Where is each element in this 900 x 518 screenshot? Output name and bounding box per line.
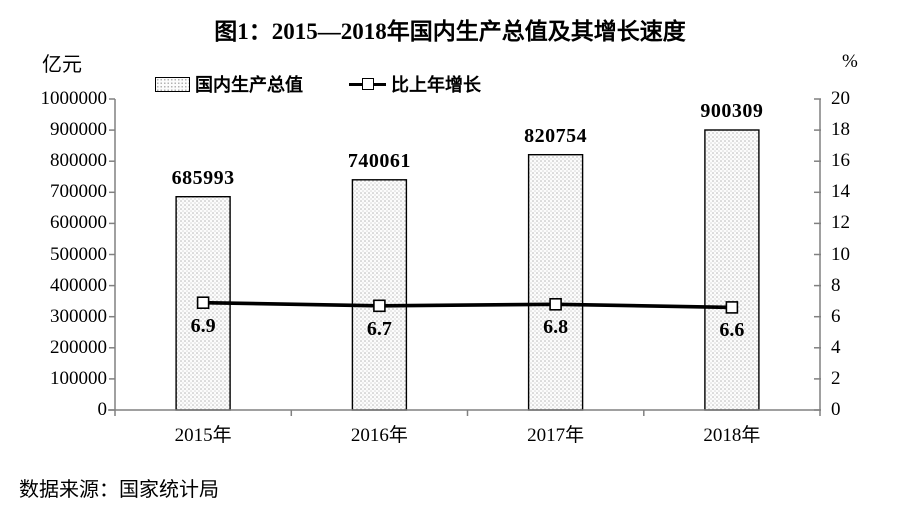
bar-value-label: 820754 xyxy=(524,124,588,147)
right-axis-unit-label: % xyxy=(842,51,858,72)
growth-marker-icon xyxy=(361,78,374,90)
legend: 国内生产总值 比上年增长 xyxy=(155,71,481,97)
left-axis-tick-label: 900000 xyxy=(50,119,107,141)
source-note: 数据来源：国家统计局 xyxy=(19,479,219,501)
left-axis-tick-label: 200000 xyxy=(50,336,107,358)
legend-label-growth: 比上年增长 xyxy=(391,75,481,95)
category-label: 2016年 xyxy=(350,425,408,446)
category-label: 2018年 xyxy=(703,425,761,446)
right-axis-tick-label: 0 xyxy=(831,399,841,420)
right-axis-tick-label: 10 xyxy=(831,243,850,265)
bar-value-label: 740061 xyxy=(347,149,411,172)
left-axis-tick-label: 600000 xyxy=(50,212,107,234)
gdp-bar-swatch-icon xyxy=(155,76,190,92)
legend-label-gdp: 国内生产总值 xyxy=(195,75,303,95)
left-axis-tick-label: 1000000 xyxy=(40,88,108,109)
left-axis-tick-label: 800000 xyxy=(50,150,107,172)
right-axis-tick-label: 2 xyxy=(831,367,841,389)
left-axis-tick-label: 100000 xyxy=(50,367,107,389)
growth-marker-2017年 xyxy=(549,297,562,311)
left-axis-tick-label: 500000 xyxy=(50,243,107,265)
growth-value-label: 6.9 xyxy=(190,314,216,337)
growth-line-swatch-icon xyxy=(349,77,386,91)
category-label: 2015年 xyxy=(174,425,232,446)
growth-value-label: 6.6 xyxy=(719,319,745,342)
bar-value-label: 685993 xyxy=(171,166,235,189)
right-axis-tick-label: 20 xyxy=(831,88,850,109)
right-axis-tick-label: 16 xyxy=(831,150,850,172)
left-axis-tick-label: 0 xyxy=(97,399,108,420)
bar-2017年 xyxy=(527,153,584,411)
bar-2016年 xyxy=(351,179,408,411)
left-axis-tick-label: 400000 xyxy=(50,274,107,296)
bar-2018年 xyxy=(704,129,760,411)
right-axis-tick-label: 4 xyxy=(831,336,841,358)
legend-item-gdp: 国内生产总值 xyxy=(155,71,303,97)
left-axis-unit-label: 亿元 xyxy=(42,54,82,76)
growth-line xyxy=(203,300,732,310)
bar-value-label: 900309 xyxy=(700,100,764,122)
right-axis-tick-label: 18 xyxy=(831,119,850,141)
growth-value-label: 6.8 xyxy=(543,316,569,339)
left-axis-tick-label: 300000 xyxy=(50,305,107,327)
growth-marker-2016年 xyxy=(373,299,386,313)
right-axis-tick-label: 14 xyxy=(831,181,850,203)
right-axis-tick-label: 8 xyxy=(831,274,841,296)
legend-item-growth: 比上年增长 xyxy=(349,71,481,97)
growth-marker-2015年 xyxy=(196,296,210,310)
right-axis-tick-label: 6 xyxy=(831,305,841,327)
chart-title: 图1：2015—2018年国内生产总值及其增长速度 xyxy=(214,19,686,44)
right-axis-tick-label: 12 xyxy=(831,212,850,234)
growth-marker-2018年 xyxy=(725,301,739,314)
left-axis-tick-label: 700000 xyxy=(50,181,107,203)
category-label: 2017年 xyxy=(527,425,585,446)
growth-value-label: 6.7 xyxy=(366,317,392,340)
